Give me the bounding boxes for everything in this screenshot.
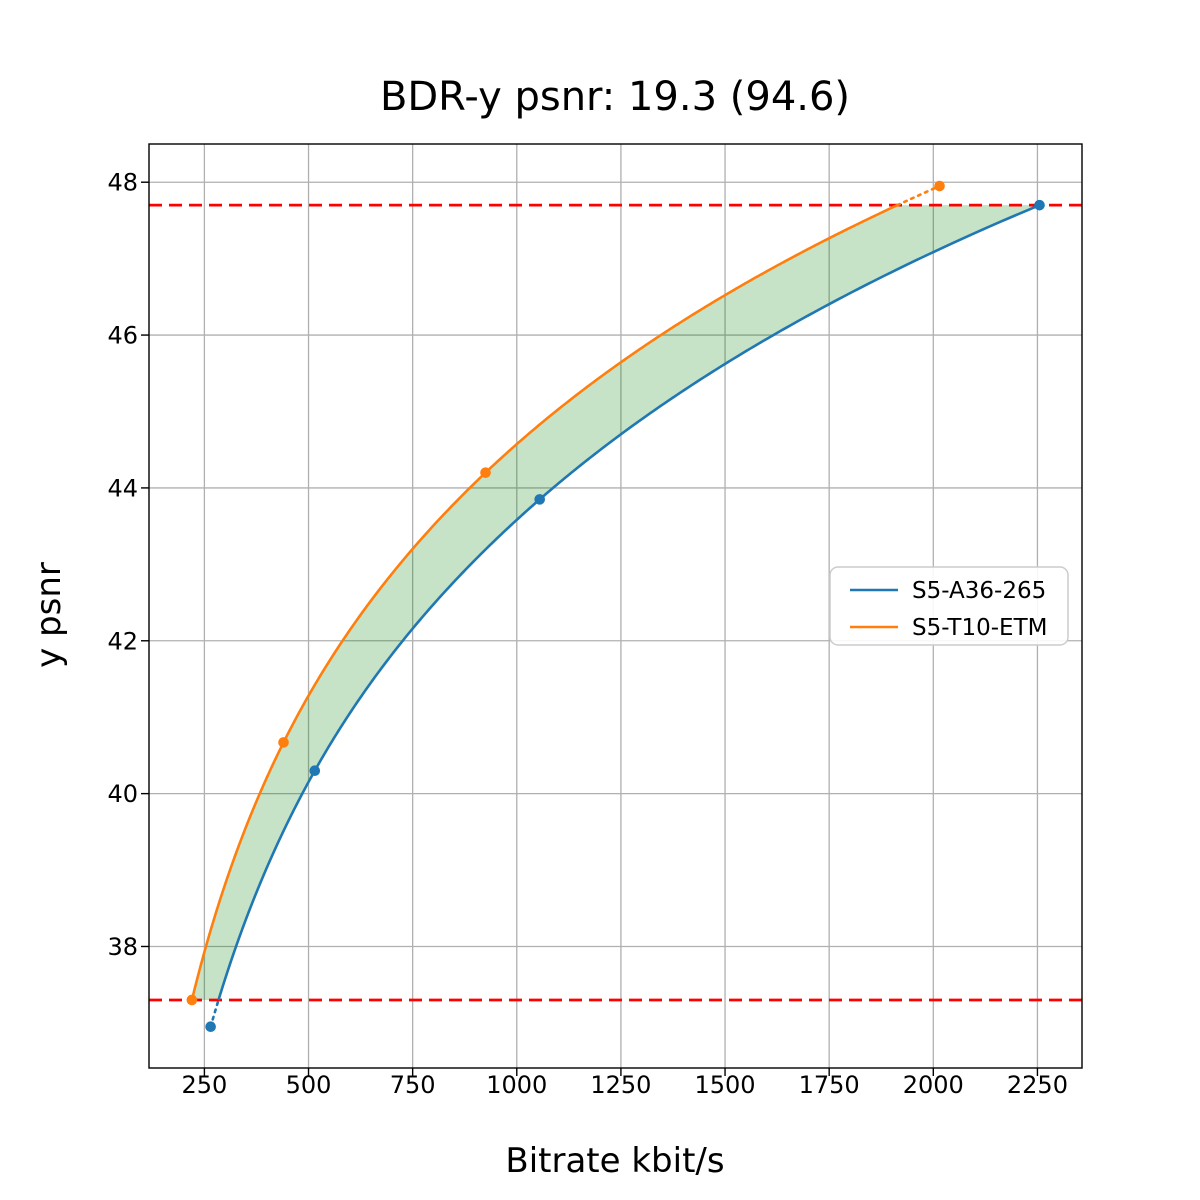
y-tick-label-38: 38 bbox=[107, 933, 138, 961]
legend-label-S5-A36-265: S5-A36-265 bbox=[912, 578, 1046, 604]
overlap-lines-layer bbox=[149, 203, 1082, 1002]
x-tick-label-250: 250 bbox=[181, 1071, 227, 1099]
data-point-S5-A36-265 bbox=[309, 765, 321, 776]
y-axis-label: y psnr bbox=[29, 562, 69, 668]
y-tick-label-42: 42 bbox=[107, 627, 138, 655]
x-tick-label-750: 750 bbox=[390, 1071, 436, 1099]
data-point-S5-T10-ETM bbox=[934, 180, 945, 192]
series-dotted-lower-S5-A36-265 bbox=[209, 998, 220, 1029]
legend-label-S5-T10-ETM: S5-T10-ETM bbox=[912, 615, 1047, 641]
chart-title: BDR-y psnr: 19.3 (94.6) bbox=[380, 74, 850, 120]
data-point-S5-A36-265 bbox=[534, 494, 545, 505]
y-tick-label-44: 44 bbox=[107, 474, 138, 502]
data-points-layer bbox=[186, 180, 1045, 1033]
series-dotted-upper-S5-T10-ETM bbox=[896, 184, 941, 207]
x-tick-label-500: 500 bbox=[286, 1071, 332, 1099]
series-line-S5-T10-ETM bbox=[190, 203, 898, 1001]
x-tick-label-1750: 1750 bbox=[799, 1071, 860, 1099]
x-axis-label: Bitrate kbit/s bbox=[505, 1141, 724, 1181]
x-tick-label-2000: 2000 bbox=[903, 1071, 964, 1099]
x-tick-label-1000: 1000 bbox=[486, 1071, 547, 1099]
legend: S5-A36-265 S5-T10-ETM bbox=[829, 566, 1069, 646]
x-tick-label-1500: 1500 bbox=[695, 1071, 756, 1099]
x-tick-label-1250: 1250 bbox=[590, 1071, 651, 1099]
y-tick-label-40: 40 bbox=[107, 780, 138, 808]
data-point-S5-T10-ETM bbox=[186, 994, 198, 1006]
axes-layer: 250 500 750 1000 1250 1500 1750 2000 2250 38 40 42 4… bbox=[107, 143, 1083, 1099]
legend-box bbox=[829, 566, 1069, 646]
y-tick-label-48: 48 bbox=[107, 169, 138, 197]
series-line-S5-A36-265 bbox=[217, 203, 1041, 1001]
series-curves-layer bbox=[190, 184, 1041, 1029]
data-point-S5-A36-265 bbox=[205, 1021, 216, 1033]
plot-frame bbox=[148, 143, 1083, 1069]
x-tick-label-2250: 2250 bbox=[1007, 1071, 1068, 1099]
data-point-S5-T10-ETM bbox=[278, 737, 289, 748]
y-tick-label-46: 46 bbox=[107, 322, 138, 350]
gridlines-layer bbox=[149, 144, 1082, 1068]
data-point-S5-T10-ETM bbox=[480, 467, 491, 478]
data-point-S5-A36-265 bbox=[1034, 199, 1045, 211]
